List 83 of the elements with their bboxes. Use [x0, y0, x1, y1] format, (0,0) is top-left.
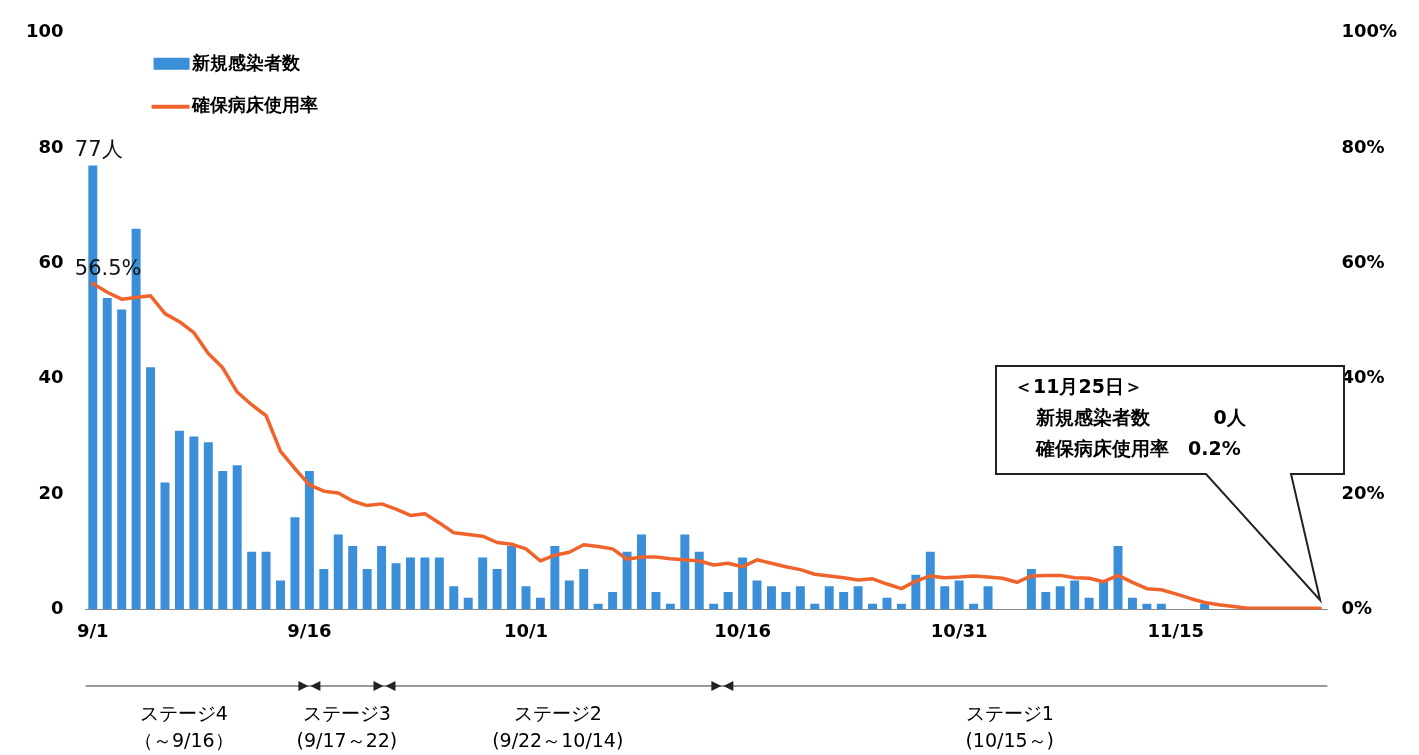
y-tick-label: 80 — [38, 135, 64, 157]
y2-tick-label: 100% — [1341, 20, 1397, 42]
bar — [940, 586, 950, 610]
bar — [535, 597, 545, 610]
bar — [925, 551, 935, 610]
bar — [232, 465, 242, 610]
bar — [189, 436, 199, 610]
bar — [622, 551, 632, 610]
bar — [348, 545, 358, 610]
bar — [449, 586, 459, 610]
bar — [954, 580, 964, 610]
bar — [492, 569, 502, 610]
bar — [1026, 569, 1036, 610]
y-tick-label: 60 — [38, 251, 64, 273]
legend-label: 新規感染者数 — [190, 52, 301, 74]
bar — [839, 592, 849, 610]
bar — [564, 580, 574, 610]
bar — [680, 534, 690, 610]
bar — [507, 545, 517, 610]
bar — [203, 442, 213, 610]
y-tick-label: 0 — [51, 597, 64, 619]
bar — [146, 367, 156, 610]
x-tick-label: 10/16 — [714, 619, 771, 641]
bar — [463, 597, 473, 610]
bar — [766, 586, 776, 610]
bar — [1127, 597, 1137, 610]
x-tick-label: 9/16 — [287, 619, 332, 641]
legend-label: 確保病床使用率 — [190, 94, 318, 116]
bar — [218, 471, 228, 610]
bar — [550, 545, 560, 610]
bar — [1099, 580, 1109, 610]
bar — [723, 592, 733, 610]
text: ステージ2 (9/22～10/14) — [492, 701, 624, 753]
bar — [333, 534, 343, 610]
bar — [637, 534, 646, 610]
y-tick-label: 20 — [38, 481, 64, 503]
bar — [405, 557, 415, 610]
y2-tick-label: 80% — [1341, 135, 1385, 157]
y-tick-label: 40 — [38, 366, 64, 388]
y2-tick-label: 60% — [1341, 251, 1385, 273]
x-tick-label: 9/1 — [76, 619, 109, 641]
bar — [781, 592, 791, 610]
bar — [434, 557, 444, 610]
x-tick-label: 11/15 — [1147, 619, 1205, 641]
bar — [391, 563, 401, 610]
bar — [174, 430, 184, 610]
y-tick-label: 100 — [26, 20, 64, 42]
y2-tick-label: 20% — [1341, 481, 1385, 503]
bar — [824, 586, 834, 610]
bar — [478, 557, 488, 610]
bar — [1084, 597, 1094, 610]
bar — [290, 517, 300, 610]
bar — [276, 580, 285, 610]
bar — [579, 569, 589, 610]
annotation: 77人 — [74, 137, 123, 162]
x-tick-label: 10/31 — [930, 619, 988, 641]
bar — [362, 569, 372, 610]
bar — [117, 309, 127, 610]
annotation: 新規感染者数 0人 — [1035, 405, 1247, 428]
bar — [738, 557, 748, 610]
annotation: 確保病床使用率 0.2% — [1035, 436, 1241, 459]
x-tick-label: 10/1 — [503, 619, 549, 641]
bar — [304, 471, 314, 610]
bar — [261, 551, 271, 610]
bar — [983, 586, 993, 610]
bar — [247, 551, 257, 610]
bar — [420, 557, 430, 610]
bar — [1041, 592, 1051, 610]
y2-tick-label: 0% — [1341, 597, 1372, 619]
text: ステージ1 (10/15～) — [965, 701, 1054, 753]
bar — [694, 551, 704, 610]
bar — [651, 592, 661, 610]
text: ステージ3 (9/17～22) — [296, 701, 398, 753]
bar — [102, 298, 112, 610]
bar — [853, 586, 863, 610]
bar — [795, 586, 805, 610]
bar — [319, 569, 329, 610]
bar — [608, 592, 618, 610]
text: ステージ4 （～9/16） — [133, 701, 234, 753]
bar — [377, 545, 387, 610]
bar — [1070, 580, 1080, 610]
annotation: ＜11月25日＞ — [1014, 374, 1143, 397]
bar — [1055, 586, 1065, 610]
